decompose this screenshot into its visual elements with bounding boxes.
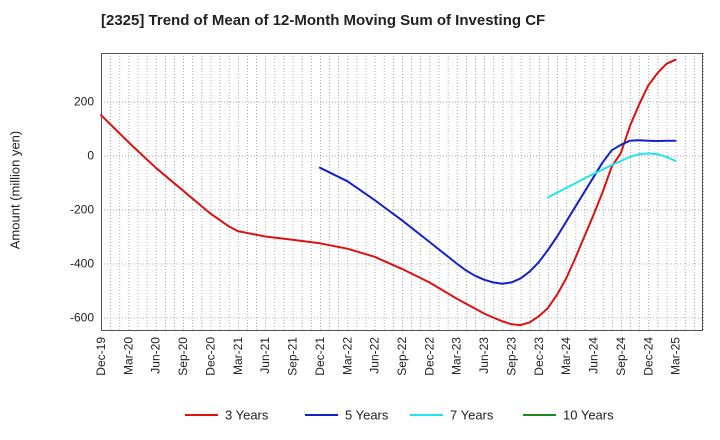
- x-tick-label: Sep-21: [286, 337, 300, 376]
- x-tick-label: Dec-20: [203, 337, 217, 376]
- x-tick-label: Sep-24: [614, 337, 628, 376]
- y-tick-label: -400: [70, 257, 94, 271]
- x-tick-label: Sep-20: [176, 337, 190, 376]
- x-tick-label: Mar-20: [121, 337, 135, 375]
- series-line-3-years: [100, 58, 677, 327]
- series-line-5-years: [318, 139, 677, 285]
- plot-area: [101, 53, 703, 331]
- x-tick-label: Dec-19: [94, 337, 108, 376]
- x-tick-label: Mar-23: [450, 337, 464, 375]
- x-tick-label: Jun-23: [477, 337, 491, 374]
- x-tick-label: Mar-25: [669, 337, 683, 375]
- series-line-7-years: [546, 152, 677, 199]
- legend-label: 3 Years: [225, 408, 269, 423]
- x-tick-label: Dec-24: [641, 337, 655, 376]
- plot-border: [101, 53, 703, 331]
- x-tick-label: Jun-21: [258, 337, 272, 374]
- x-tick-label: Dec-22: [422, 337, 436, 376]
- legend-label: 5 Years: [345, 408, 389, 423]
- x-tick-label: Jun-22: [368, 337, 382, 374]
- legend-label: 10 Years: [563, 408, 614, 423]
- x-tick-label: Jun-24: [587, 337, 601, 374]
- y-tick-label: 0: [87, 149, 94, 163]
- y-tick-label: -600: [70, 311, 94, 325]
- x-tick-label: Jun-20: [149, 337, 163, 374]
- x-tick-label: Mar-22: [340, 337, 354, 375]
- chart-title: [2325] Trend of Mean of 12-Month Moving …: [101, 12, 546, 29]
- x-tick-label: Mar-21: [231, 337, 245, 375]
- y-tick-label: 200: [74, 95, 94, 109]
- x-tick-label: Sep-22: [395, 337, 409, 376]
- legend-label: 7 Years: [450, 408, 494, 423]
- x-tick-label: Sep-23: [504, 337, 518, 376]
- y-tick-label: -200: [70, 203, 94, 217]
- x-tick-label: Dec-23: [532, 337, 546, 376]
- x-tick-label: Dec-21: [313, 337, 327, 376]
- x-tick-label: Mar-24: [559, 337, 573, 375]
